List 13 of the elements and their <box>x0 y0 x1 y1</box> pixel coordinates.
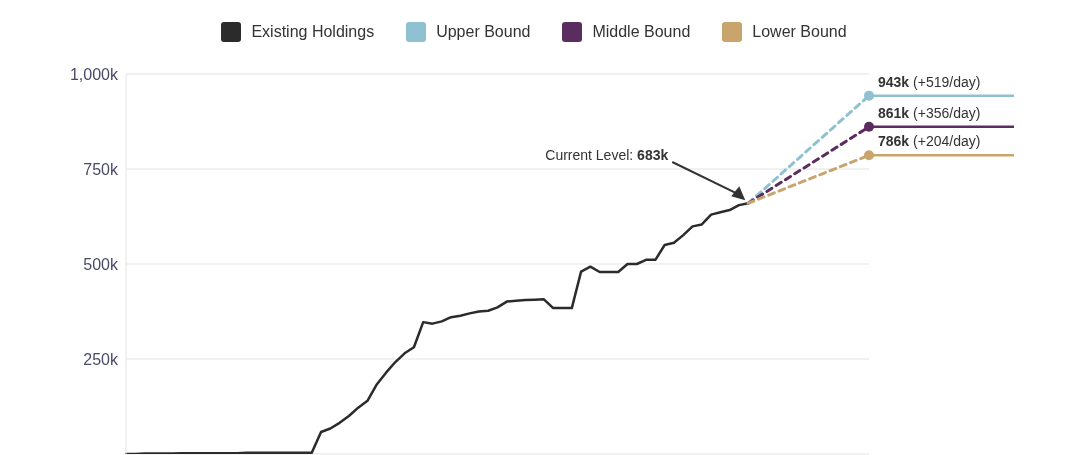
legend-label: Middle Bound <box>592 23 691 41</box>
text: 861k (+356/day) <box>878 104 981 121</box>
legend-label: Lower Bound <box>752 23 847 41</box>
annotation: Current Level: 683k <box>545 147 669 163</box>
y-tick-label: 250k <box>83 350 119 368</box>
text: 943k (+519/day) <box>878 73 981 90</box>
legend-label: Existing Holdings <box>251 23 375 41</box>
line-series <box>124 201 750 454</box>
y-tick-label: 500k <box>83 255 119 273</box>
legend-label: Upper Bound <box>436 23 531 41</box>
y-tick-label: 1,000k <box>69 65 119 83</box>
y-tick-label: 750k <box>83 160 119 178</box>
text: 786k (+204/day) <box>878 133 981 150</box>
